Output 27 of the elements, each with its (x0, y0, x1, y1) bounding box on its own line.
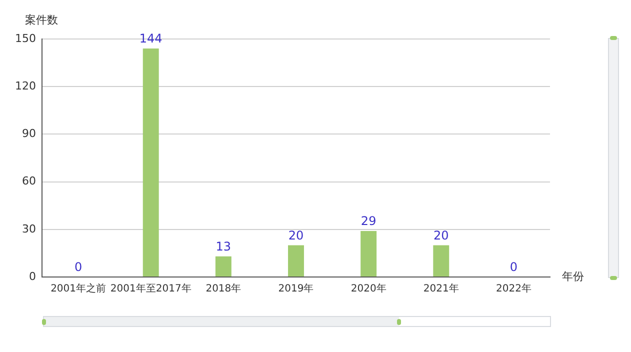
y-tick-label: 60 (22, 174, 36, 188)
x-tick-label: 2020年 (350, 282, 386, 295)
x-axis-title: 年份 (562, 270, 584, 283)
x-tick-label: 2018年 (206, 282, 242, 295)
data-label: 0 (74, 260, 82, 274)
data-label: 144 (139, 32, 162, 46)
data-label: 29 (360, 214, 376, 228)
data-label: 20 (288, 228, 304, 242)
y-axis-title: 案件数 (25, 13, 58, 26)
x-tick-label: 2021年 (423, 282, 459, 295)
x-tick-label: 2001年之前 (50, 282, 106, 295)
y-tick-label: 90 (22, 127, 36, 140)
x-tick-label: 2022年 (496, 282, 532, 295)
x-tick-label: 2001年至2017年 (110, 282, 192, 295)
data-label: 20 (434, 228, 449, 242)
bar (288, 245, 304, 276)
bar (142, 48, 159, 276)
data-label: 0 (510, 260, 518, 274)
y-tick-label: 120 (15, 79, 36, 92)
bar (433, 245, 450, 276)
y-tick-label: 30 (22, 222, 36, 236)
bar (215, 256, 232, 276)
data-label: 13 (216, 240, 232, 254)
x-tick-label: 2019年 (278, 282, 314, 295)
y-tick-label: 150 (15, 32, 36, 45)
bar (360, 230, 377, 276)
y-tick-label: 0 (29, 270, 36, 283)
